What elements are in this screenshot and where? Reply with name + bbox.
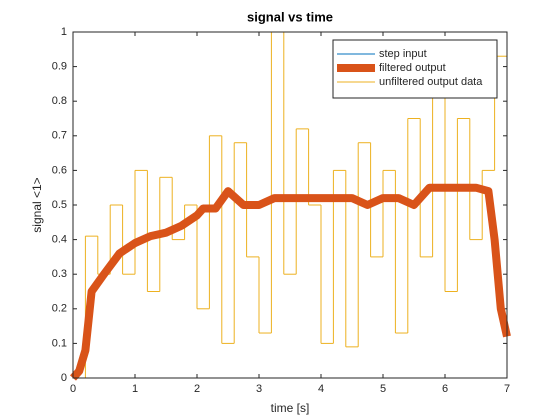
x-tick-label: 4 <box>318 383 324 395</box>
legend-label: unfiltered output data <box>379 76 483 88</box>
y-tick-label: 0 <box>61 372 67 384</box>
y-tick-label: 0.5 <box>52 199 67 211</box>
y-tick-label: 0.4 <box>52 234 67 246</box>
x-tick-label: 7 <box>504 383 510 395</box>
y-tick-label: 0.1 <box>52 337 67 349</box>
y-tick-label: 1 <box>61 26 67 38</box>
y-tick-label: 0.8 <box>52 95 67 107</box>
chart-title: signal vs time <box>247 9 333 24</box>
y-axis-label: signal <1> <box>30 177 44 232</box>
legend-label: filtered output <box>379 62 446 74</box>
y-tick-label: 0.7 <box>52 130 67 142</box>
axes-box <box>72 31 508 379</box>
y-tick-label: 0.9 <box>52 61 67 73</box>
series-line <box>70 183 511 381</box>
x-axis-label: time [s] <box>271 401 310 415</box>
x-tick-label: 2 <box>194 383 200 395</box>
x-tick-label: 3 <box>256 383 262 395</box>
y-tick-label: 0.2 <box>52 303 67 315</box>
x-tick-label: 6 <box>442 383 448 395</box>
y-tick-label: 0.6 <box>52 164 67 176</box>
y-tick-label: 0.3 <box>52 268 67 280</box>
x-tick-label: 5 <box>380 383 386 395</box>
legend-label: step input <box>379 48 427 60</box>
x-tick-label: 0 <box>70 383 76 395</box>
x-tick-label: 1 <box>132 383 138 395</box>
